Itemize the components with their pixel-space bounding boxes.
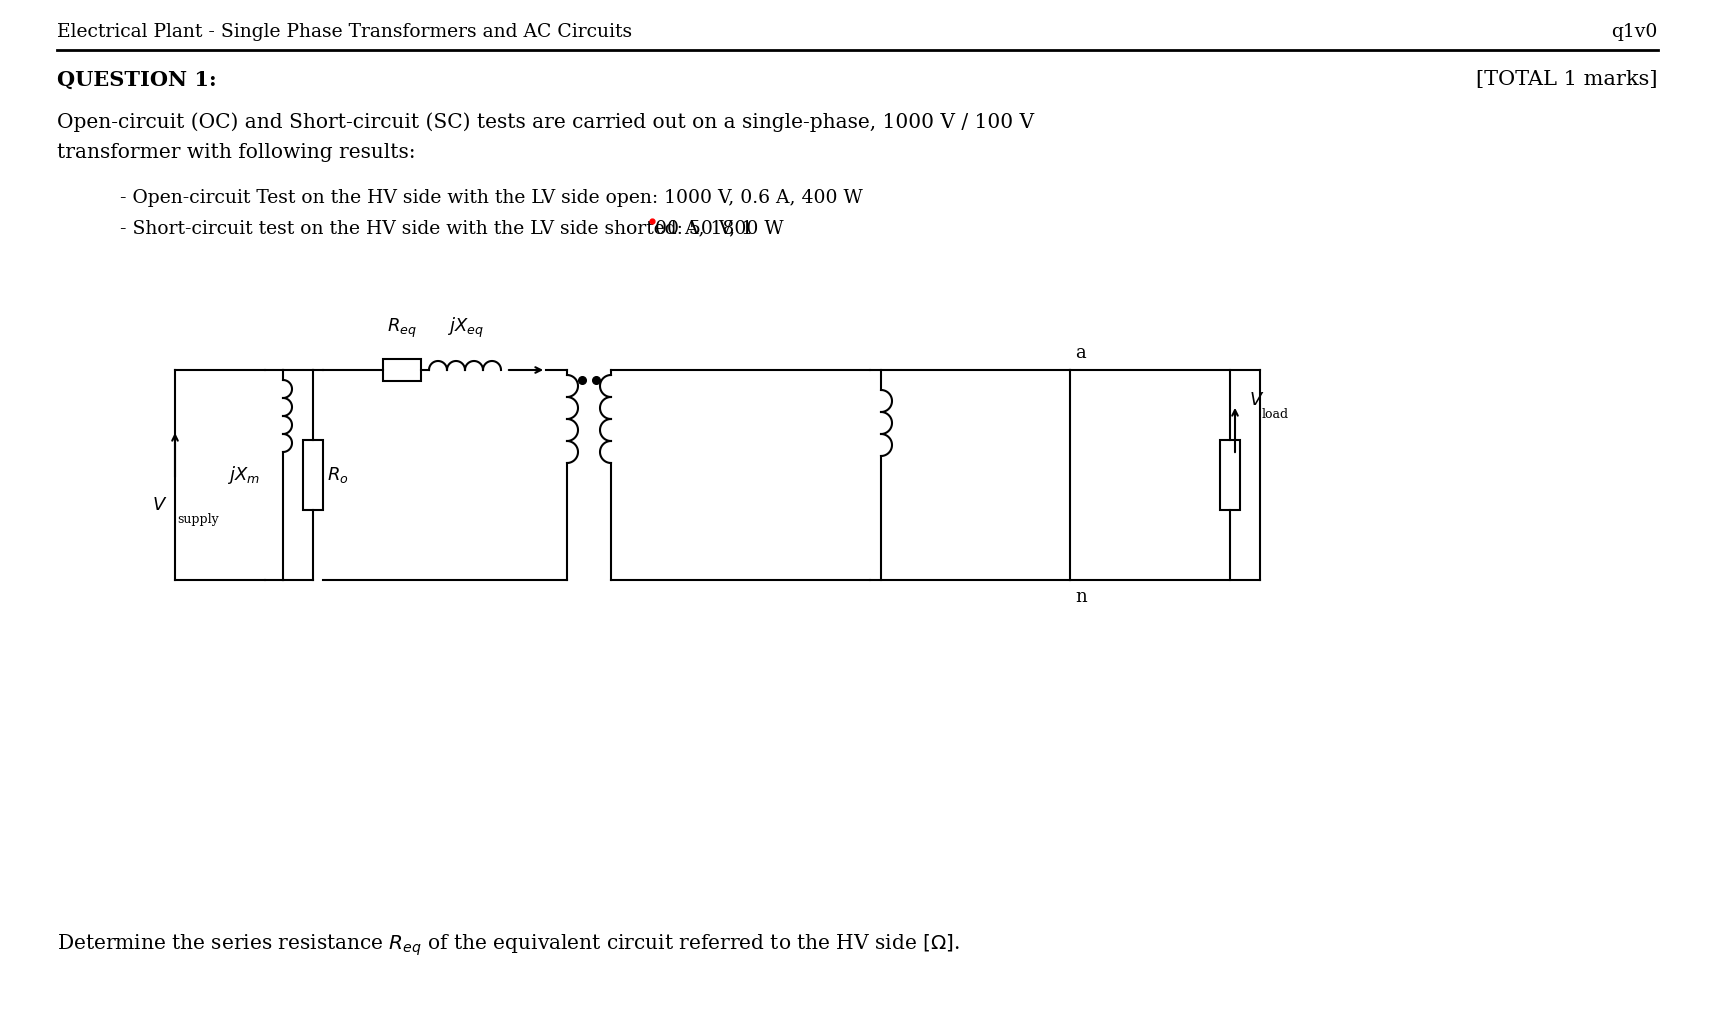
Text: $jX_{eq}$: $jX_{eq}$ bbox=[446, 316, 483, 340]
Text: $V$: $V$ bbox=[151, 496, 166, 514]
Text: a: a bbox=[1075, 344, 1085, 362]
Text: [TOTAL 1 marks]: [TOTAL 1 marks] bbox=[1476, 70, 1657, 89]
Text: $V$: $V$ bbox=[1248, 391, 1263, 409]
Text: n: n bbox=[1075, 588, 1087, 606]
Text: 00 A, 1800 W: 00 A, 1800 W bbox=[655, 219, 783, 237]
Text: Determine the series resistance $R_{eq}$ of the equivalent circuit referred to t: Determine the series resistance $R_{eq}$… bbox=[57, 933, 960, 958]
Text: Electrical Plant - Single Phase Transformers and AC Circuits: Electrical Plant - Single Phase Transfor… bbox=[57, 23, 632, 41]
Text: QUESTION 1:: QUESTION 1: bbox=[57, 70, 216, 89]
Text: $jX_m$: $jX_m$ bbox=[226, 464, 261, 486]
Text: $R_o$: $R_o$ bbox=[327, 465, 348, 485]
Text: load: load bbox=[1262, 409, 1289, 421]
Text: Open-circuit (OC) and Short-circuit (SC) tests are carried out on a single-phase: Open-circuit (OC) and Short-circuit (SC)… bbox=[57, 112, 1034, 132]
Text: - Short-circuit test on the HV side with the LV side shorted: 50 V, 1: - Short-circuit test on the HV side with… bbox=[120, 219, 752, 237]
Text: supply: supply bbox=[177, 514, 219, 527]
Text: - Open-circuit Test on the HV side with the LV side open: 1000 V, 0.6 A, 400 W: - Open-circuit Test on the HV side with … bbox=[120, 189, 862, 207]
Text: q1v0: q1v0 bbox=[1611, 23, 1657, 41]
Text: $R_{eq}$: $R_{eq}$ bbox=[387, 317, 417, 340]
Text: transformer with following results:: transformer with following results: bbox=[57, 142, 415, 162]
